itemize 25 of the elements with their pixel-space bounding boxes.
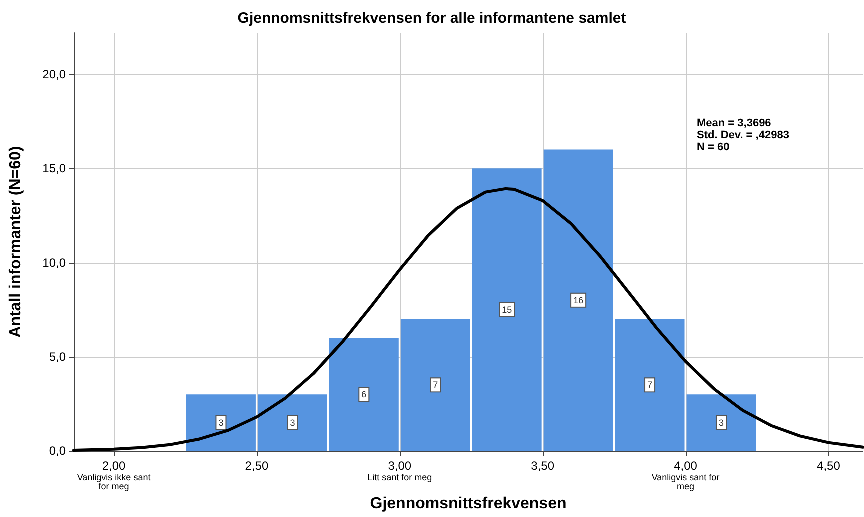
x-tick-label: 3,50 [531,459,555,474]
y-axis-title: Antall informanter (N=60) [8,146,24,338]
annotation: N = 60 [697,142,730,154]
data-label: 3 [290,418,296,428]
annotation: Mean = 3,3696 [697,118,772,130]
x-tick-label: 2,50 [245,459,269,474]
x-axis-title: Gjennomsnittsfrekvensen [370,496,567,512]
annotation: Std. Dev. = ,42983 [697,130,790,142]
data-label: 16 [574,295,584,306]
data-label: 15 [502,304,512,315]
x-tick-label: 4,00 Vanligvis sant for meg [652,459,720,492]
x-tick-label: 4,50 [817,459,841,474]
data-label: 3 [718,418,724,428]
data-label: 7 [648,380,653,390]
y-tick-label: 10,0 [42,256,66,270]
x-tick-label: 3,00 Litt sant for meg [368,459,432,483]
y-tick-label: 15,0 [42,162,66,176]
data-label: 6 [362,390,367,400]
y-tick-label: 5,0 [49,350,66,364]
y-tick-label: 20,0 [42,67,66,82]
data-label: 3 [218,418,224,428]
x-tick-label: 2,00 Vanligvis ikke sant for meg [77,459,152,492]
chart-title: Gjennomsnittsfrekvensen for alle informantene samlet [238,10,626,27]
y-tick-label: 0,0 [49,444,66,458]
data-label: 7 [433,380,438,390]
